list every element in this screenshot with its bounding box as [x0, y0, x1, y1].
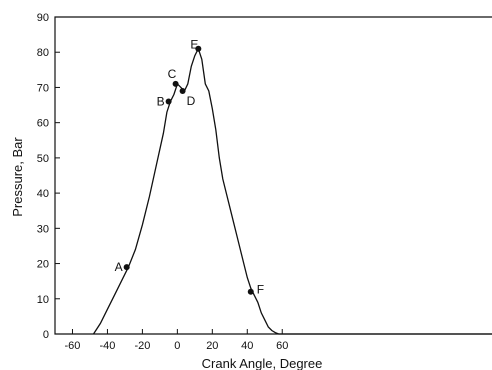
y-tick-label: 60: [37, 118, 49, 130]
point-marker-c: [172, 80, 179, 87]
y-tick-label: 40: [37, 188, 49, 200]
x-tick-label: 60: [276, 340, 288, 352]
point-label-a: A: [115, 260, 123, 274]
annotations: A BCD E F: [115, 38, 264, 297]
point-label-f: F: [257, 283, 264, 297]
x-tick-label: 0: [174, 340, 180, 352]
y-tick-label: 30: [37, 223, 49, 235]
x-tick-labels: -60 -40 -20 0 20 40 60: [65, 340, 289, 352]
y-tick-label: 90: [37, 12, 49, 24]
x-tick-label: 20: [206, 340, 218, 352]
x-tick-label: -20: [134, 340, 150, 352]
point-label-b: B: [157, 95, 165, 109]
ticks: [55, 16, 283, 335]
point-label-e: E: [190, 38, 198, 52]
x-tick-label: -60: [65, 340, 81, 352]
x-tick-label: 40: [241, 340, 253, 352]
y-tick-label: 0: [43, 329, 49, 341]
y-axis-title: Pressure, Bar: [10, 137, 25, 217]
point-marker-d: [179, 87, 186, 94]
point-marker-a: [123, 264, 130, 271]
y-tick-label: 20: [37, 259, 49, 271]
x-axis-title: Crank Angle, Degree: [202, 356, 323, 370]
plot-frame: [54, 16, 492, 335]
point-marker-f: [247, 288, 254, 295]
y-tick-labels: 0 10 20 30 40 50 60 70 80 90: [37, 12, 49, 341]
y-tick-label: 10: [37, 294, 49, 306]
point-label-d: D: [187, 94, 196, 108]
y-tick-label: 70: [37, 82, 49, 94]
y-tick-label: 80: [37, 47, 49, 59]
y-tick-label: 50: [37, 153, 49, 165]
series-line: [92, 47, 492, 335]
point-marker-b: [165, 98, 172, 105]
point-marker-e: [195, 45, 202, 52]
x-tick-label: -40: [99, 340, 115, 352]
point-label-c: C: [168, 67, 177, 81]
